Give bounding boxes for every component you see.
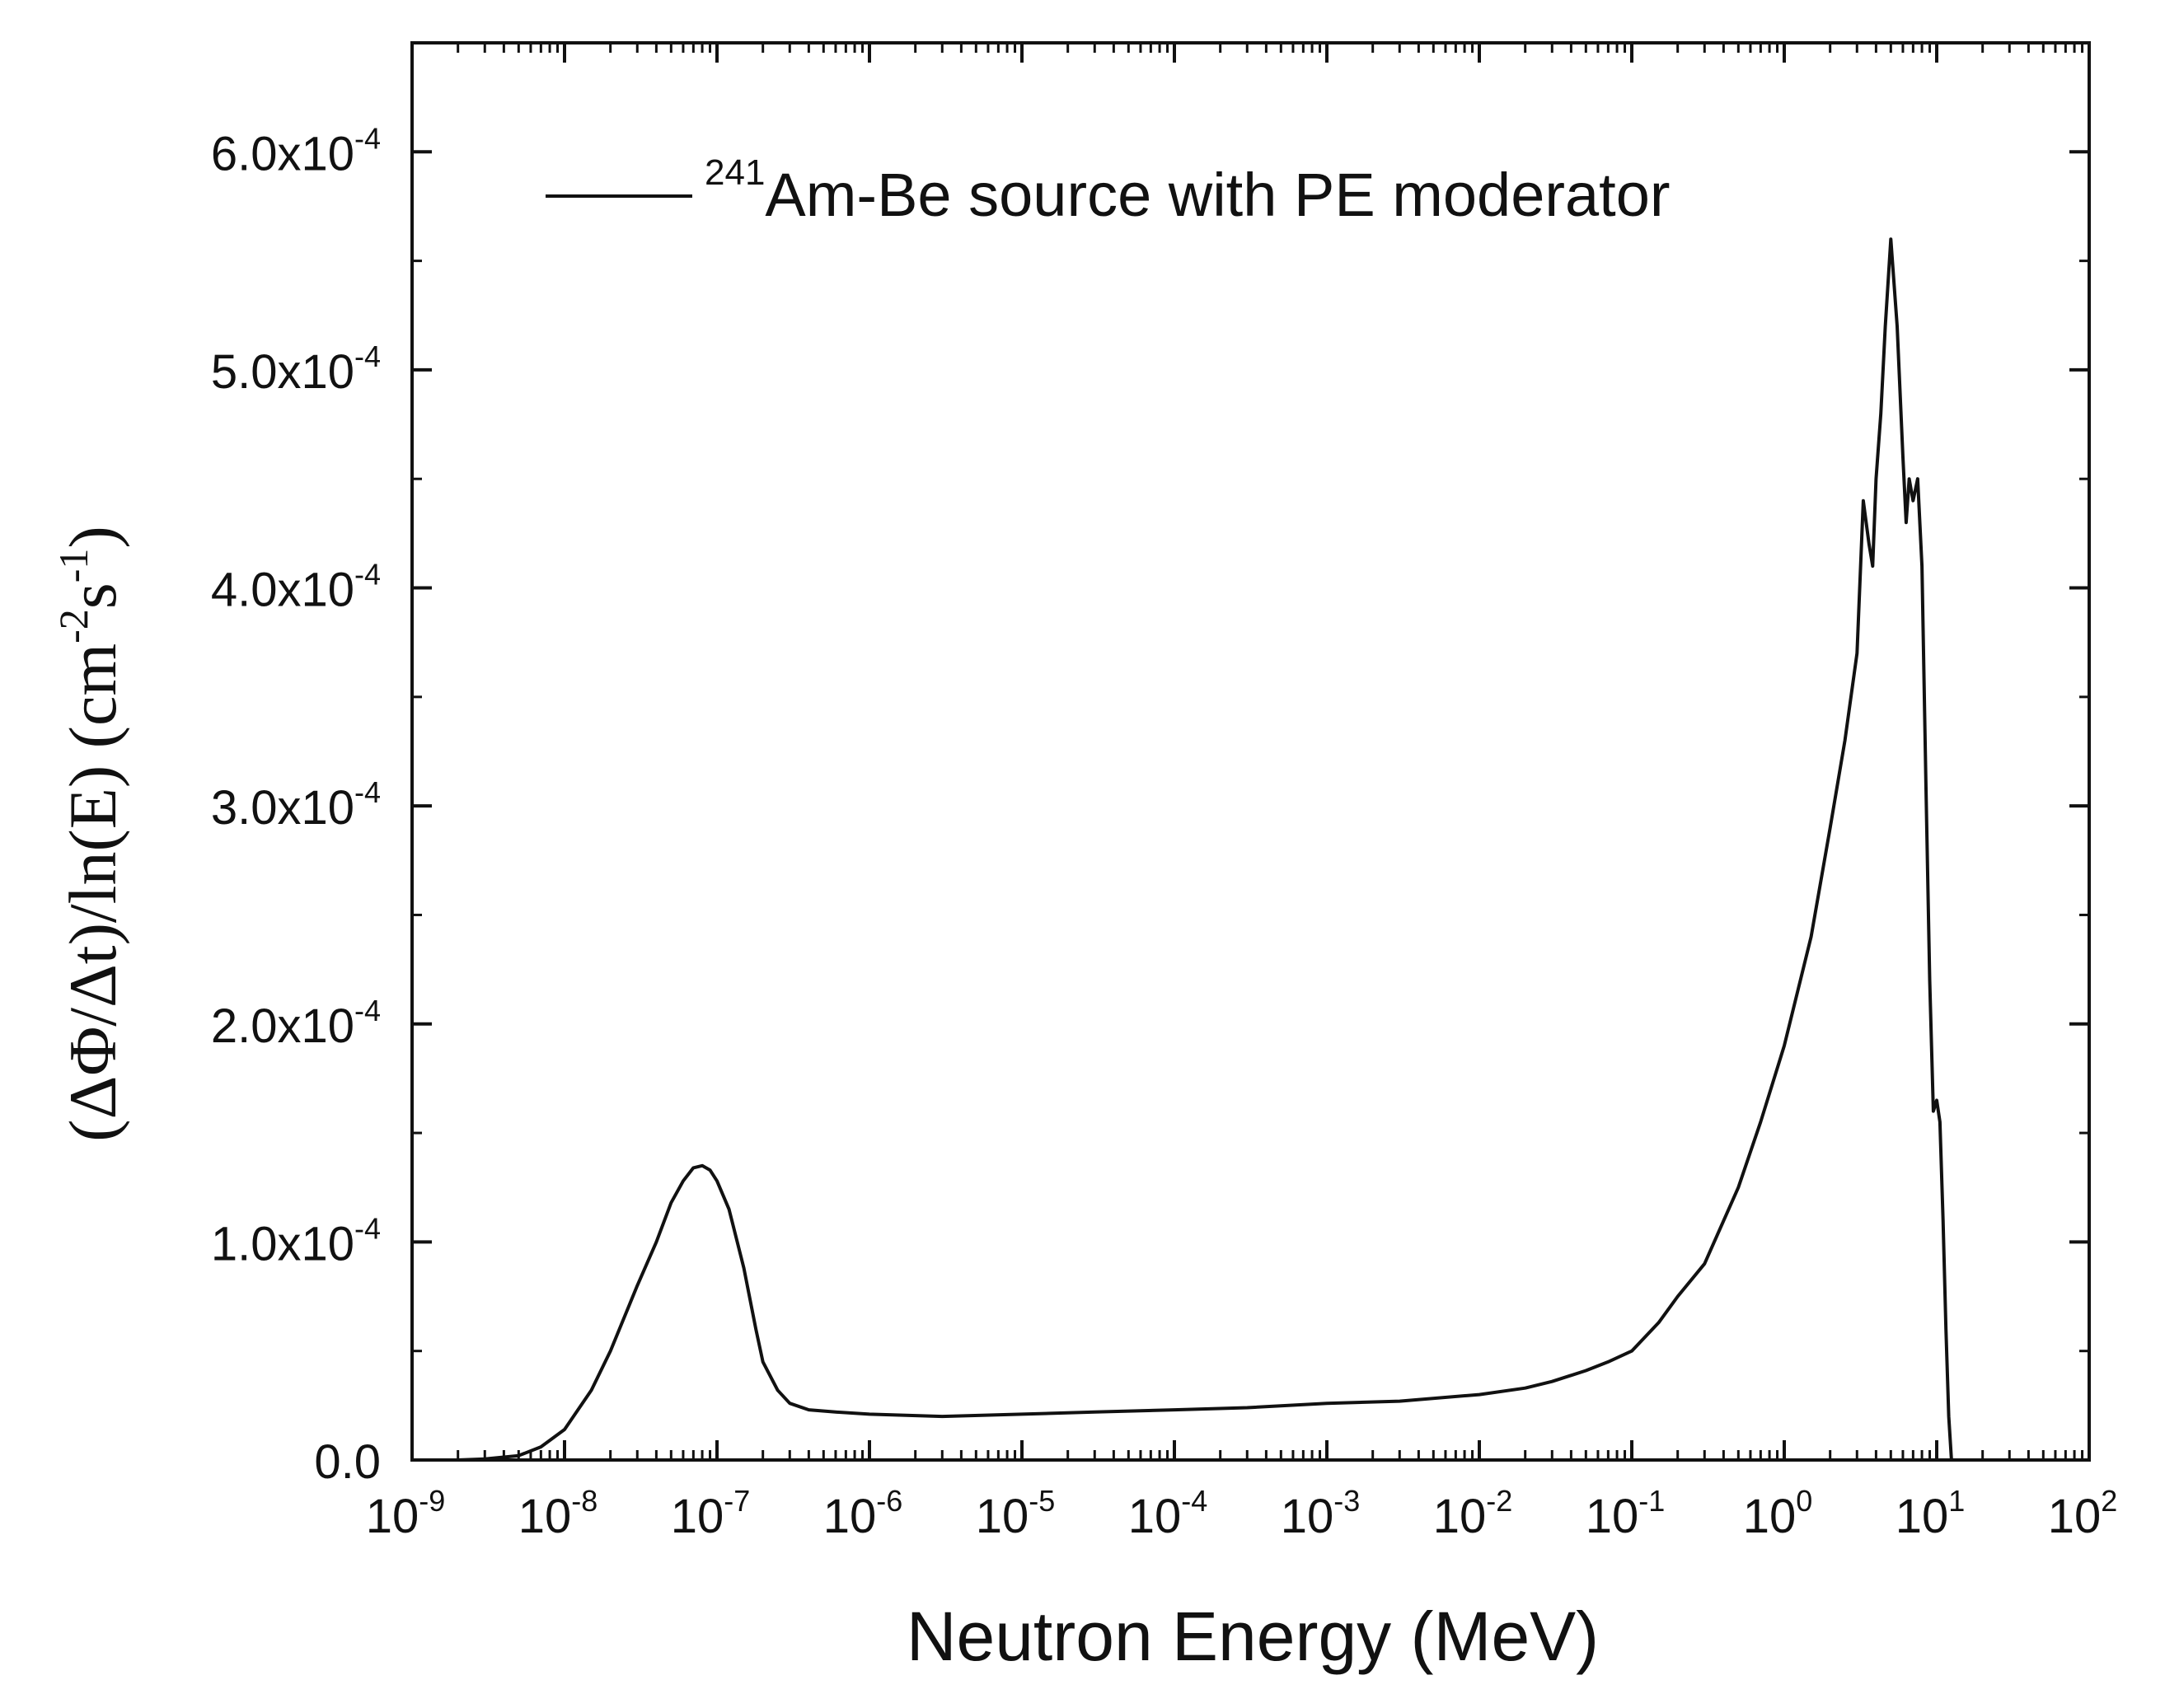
x-tick-base: 10	[1743, 1490, 1797, 1543]
x-tick-base: 10	[976, 1490, 1029, 1543]
x-tick-label: 10-1	[1586, 1484, 1666, 1543]
y-tick-base: 3.0x10	[211, 781, 354, 835]
y-axis-title: (ΔΦ/Δt)/ln(E) (cm-2s-1)	[50, 526, 130, 1141]
x-tick-base: 10	[1896, 1490, 1949, 1543]
x-tick-label: 100	[1743, 1484, 1813, 1543]
x-tick-label: 10-8	[518, 1484, 598, 1543]
y-tick-exp: -4	[354, 121, 381, 155]
y-axis-title-mid: s	[55, 583, 130, 609]
x-tick-label: 10-2	[1433, 1484, 1513, 1543]
x-tick-exp: 2	[2101, 1484, 2117, 1518]
y-tick-label: 3.0x10-4	[211, 775, 381, 835]
x-tick-label: 10-7	[671, 1484, 751, 1543]
x-tick-exp: -5	[1029, 1484, 1055, 1518]
x-tick-exp: 0	[1796, 1484, 1812, 1518]
y-tick-label: 2.0x10-4	[211, 994, 381, 1053]
y-tick-label: 4.0x10-4	[211, 558, 381, 617]
y-tick-exp: -4	[354, 775, 381, 809]
y-tick-labels: 0.01.0x10-42.0x10-43.0x10-44.0x10-45.0x1…	[211, 121, 381, 1489]
y-tick-label: 6.0x10-4	[211, 121, 381, 180]
x-tick-base: 10	[1586, 1490, 1639, 1543]
y-axis-title-main: (ΔΦ/Δt)/ln(E) (cm	[55, 643, 130, 1142]
y-tick-exp: -4	[354, 558, 381, 592]
x-tick-labels: 10-9 10-8 10-7 10-6 10-5 10-4 10-3 10-2 10-1 100 1…	[366, 1484, 2118, 1543]
x-tick-base: 10	[518, 1490, 572, 1543]
x-axis-title: Neutron Energy (MeV)	[907, 1598, 1599, 1675]
x-tick-label: 10-6	[823, 1484, 903, 1543]
y-tick-base: 0.0	[314, 1435, 381, 1489]
x-tick-exp: -2	[1486, 1484, 1512, 1518]
x-tick-base: 10	[823, 1490, 877, 1543]
y-tick-base: 6.0x10	[211, 127, 354, 180]
y-tick-base: 2.0x10	[211, 999, 354, 1053]
x-tick-exp: -3	[1333, 1484, 1360, 1518]
y-axis-title-sup1: -2	[50, 609, 96, 643]
x-tick-base: 10	[2048, 1490, 2102, 1543]
x-tick-exp: -9	[419, 1484, 445, 1518]
x-tick-base: 10	[671, 1490, 724, 1543]
x-tick-base: 10	[1281, 1490, 1334, 1543]
plot-frame	[410, 41, 2091, 1462]
y-tick-label: 5.0x10-4	[211, 339, 381, 399]
x-tick-label: 10-5	[976, 1484, 1056, 1543]
legend-label: 241Am-Be source with PE moderator	[705, 152, 1671, 229]
y-tick-label: 0.0	[314, 1435, 381, 1489]
y-tick-label: 1.0x10-4	[211, 1211, 381, 1270]
x-tick-exp: 1	[1948, 1484, 1965, 1518]
legend-text: Am-Be source with PE moderator	[765, 161, 1670, 229]
x-tick-exp: -6	[876, 1484, 902, 1518]
y-tick-exp: -4	[354, 1211, 381, 1245]
x-tick-label: 10-3	[1281, 1484, 1361, 1543]
y-tick-exp: -4	[354, 994, 381, 1027]
x-tick-base: 10	[1433, 1490, 1487, 1543]
x-tick-base: 10	[1128, 1490, 1182, 1543]
x-tick-base: 10	[366, 1490, 419, 1543]
y-axis-title-end: )	[55, 526, 130, 548]
x-tick-label: 10-4	[1128, 1484, 1208, 1543]
x-tick-exp: -1	[1638, 1484, 1665, 1518]
y-tick-base: 5.0x10	[211, 345, 354, 399]
y-axis-title-sup2: -1	[50, 549, 96, 583]
x-tick-label: 10-9	[366, 1484, 446, 1543]
series-line	[412, 237, 1953, 1462]
y-tick-exp: -4	[354, 339, 381, 373]
x-tick-exp: -4	[1181, 1484, 1207, 1518]
x-tick-exp: -7	[724, 1484, 750, 1518]
legend: 241Am-Be source with PE moderator	[546, 152, 1671, 229]
x-tick-exp: -8	[571, 1484, 597, 1518]
legend-sup: 241	[705, 152, 765, 193]
minor-ticks	[412, 41, 2089, 1460]
x-tick-label: 102	[2048, 1484, 2118, 1543]
y-tick-base: 4.0x10	[211, 564, 354, 617]
major-ticks	[410, 43, 2091, 1462]
x-tick-label: 101	[1896, 1484, 1966, 1543]
y-tick-base: 1.0x10	[211, 1217, 354, 1270]
